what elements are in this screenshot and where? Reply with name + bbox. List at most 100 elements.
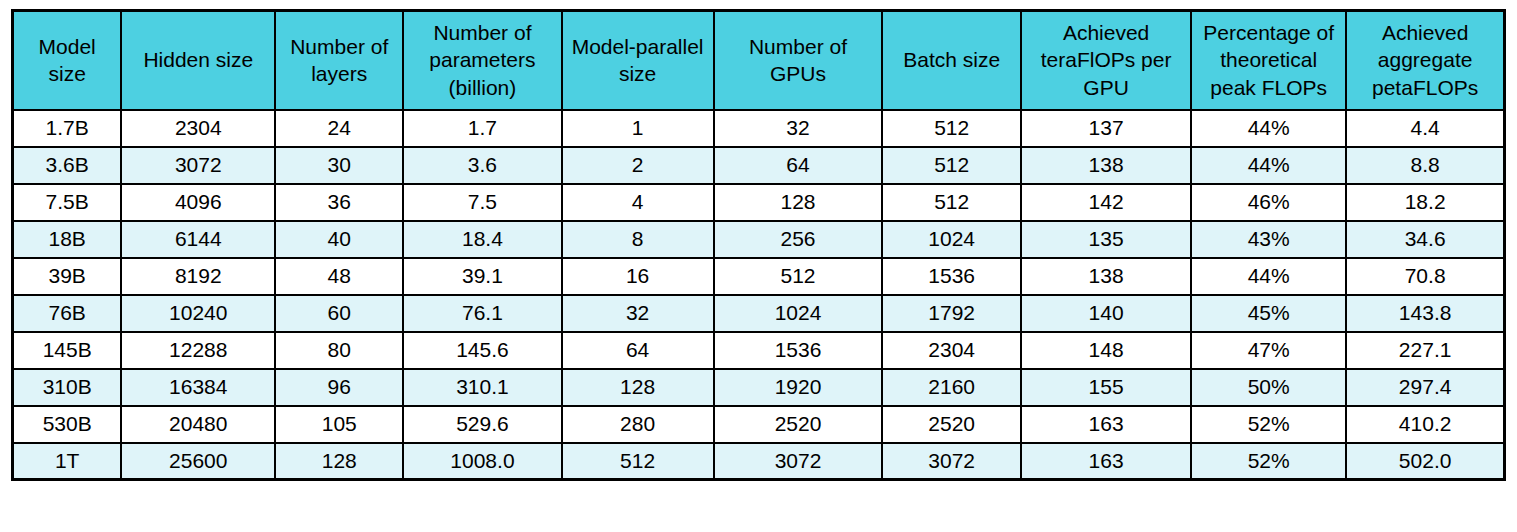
table-cell-number-of-layers: 36 bbox=[275, 184, 403, 221]
page: Model sizeHidden sizeNumber of layersNum… bbox=[0, 0, 1517, 532]
table-header: Model sizeHidden sizeNumber of layersNum… bbox=[13, 11, 1505, 110]
table-cell-batch-size: 1024 bbox=[882, 221, 1021, 258]
table-cell-number-of-layers: 24 bbox=[275, 110, 403, 147]
table-cell-achieved-teraflops-per-gpu: 138 bbox=[1021, 147, 1191, 184]
table-cell-number-of-gpus: 1920 bbox=[714, 369, 883, 406]
table-cell-model-size: 1.7B bbox=[13, 110, 122, 147]
table-cell-number-of-gpus: 3072 bbox=[714, 443, 883, 480]
table-cell-number-of-layers: 48 bbox=[275, 258, 403, 295]
table-cell-number-of-parameters-billion: 76.1 bbox=[403, 295, 561, 332]
table-cell-achieved-teraflops-per-gpu: 155 bbox=[1021, 369, 1191, 406]
header-row: Model sizeHidden sizeNumber of layersNum… bbox=[13, 11, 1505, 110]
table-cell-percentage-of-theoretical-peak-flops: 44% bbox=[1191, 147, 1346, 184]
table-cell-percentage-of-theoretical-peak-flops: 47% bbox=[1191, 332, 1346, 369]
table-cell-model-parallel-size: 8 bbox=[562, 221, 714, 258]
table-cell-model-parallel-size: 32 bbox=[562, 295, 714, 332]
table-cell-achieved-teraflops-per-gpu: 142 bbox=[1021, 184, 1191, 221]
table-cell-number-of-parameters-billion: 3.6 bbox=[403, 147, 561, 184]
column-header-achieved-aggregate-petaflops: Achieved aggregate petaFLOPs bbox=[1346, 11, 1504, 110]
table-cell-number-of-layers: 128 bbox=[275, 443, 403, 480]
column-header-achieved-teraflops-per-gpu: Achieved teraFlOPs per GPU bbox=[1021, 11, 1191, 110]
column-header-number-of-parameters-billion: Number of parameters (billion) bbox=[403, 11, 561, 110]
table-cell-hidden-size: 8192 bbox=[121, 258, 275, 295]
table-cell-percentage-of-theoretical-peak-flops: 46% bbox=[1191, 184, 1346, 221]
table-cell-batch-size: 2520 bbox=[882, 406, 1021, 443]
table-cell-number-of-layers: 105 bbox=[275, 406, 403, 443]
table-row-145b: 145B1228880145.6641536230414847%227.1 bbox=[13, 332, 1505, 369]
table-cell-achieved-teraflops-per-gpu: 148 bbox=[1021, 332, 1191, 369]
column-header-model-size: Model size bbox=[13, 11, 122, 110]
table-cell-model-size: 76B bbox=[13, 295, 122, 332]
table-cell-hidden-size: 3072 bbox=[121, 147, 275, 184]
table-cell-achieved-teraflops-per-gpu: 137 bbox=[1021, 110, 1191, 147]
table-cell-number-of-gpus: 1024 bbox=[714, 295, 883, 332]
table-cell-achieved-aggregate-petaflops: 8.8 bbox=[1346, 147, 1504, 184]
table-cell-number-of-parameters-billion: 1.7 bbox=[403, 110, 561, 147]
table-cell-model-size: 39B bbox=[13, 258, 122, 295]
column-header-number-of-gpus: Number of GPUs bbox=[714, 11, 883, 110]
table-cell-model-size: 530B bbox=[13, 406, 122, 443]
table-cell-batch-size: 3072 bbox=[882, 443, 1021, 480]
table-cell-number-of-parameters-billion: 529.6 bbox=[403, 406, 561, 443]
table-cell-percentage-of-theoretical-peak-flops: 50% bbox=[1191, 369, 1346, 406]
column-header-batch-size: Batch size bbox=[882, 11, 1021, 110]
table-cell-number-of-parameters-billion: 145.6 bbox=[403, 332, 561, 369]
table-cell-number-of-layers: 30 bbox=[275, 147, 403, 184]
table-cell-number-of-parameters-billion: 310.1 bbox=[403, 369, 561, 406]
table-cell-achieved-teraflops-per-gpu: 138 bbox=[1021, 258, 1191, 295]
table-cell-batch-size: 1536 bbox=[882, 258, 1021, 295]
table-cell-model-size: 310B bbox=[13, 369, 122, 406]
table-cell-achieved-teraflops-per-gpu: 163 bbox=[1021, 443, 1191, 480]
table-cell-number-of-layers: 40 bbox=[275, 221, 403, 258]
table-body: 1.7B2304241.713251213744%4.43.6B3072303.… bbox=[13, 110, 1505, 480]
model-scaling-table: Model sizeHidden sizeNumber of layersNum… bbox=[11, 9, 1506, 481]
table-cell-hidden-size: 2304 bbox=[121, 110, 275, 147]
table-cell-number-of-gpus: 32 bbox=[714, 110, 883, 147]
table-cell-percentage-of-theoretical-peak-flops: 52% bbox=[1191, 443, 1346, 480]
table-cell-achieved-aggregate-petaflops: 4.4 bbox=[1346, 110, 1504, 147]
table-cell-hidden-size: 6144 bbox=[121, 221, 275, 258]
table-row-1t: 1T256001281008.05123072307216352%502.0 bbox=[13, 443, 1505, 480]
table-row-39b: 39B81924839.116512153613844%70.8 bbox=[13, 258, 1505, 295]
table-cell-model-size: 3.6B bbox=[13, 147, 122, 184]
table-cell-number-of-gpus: 64 bbox=[714, 147, 883, 184]
table-cell-batch-size: 1792 bbox=[882, 295, 1021, 332]
table-cell-number-of-parameters-billion: 39.1 bbox=[403, 258, 561, 295]
table-container: Model sizeHidden sizeNumber of layersNum… bbox=[0, 0, 1517, 490]
column-header-model-parallel-size: Model-parallel size bbox=[562, 11, 714, 110]
table-cell-number-of-gpus: 1536 bbox=[714, 332, 883, 369]
column-header-percentage-of-theoretical-peak-flops: Percentage of theoretical peak FLOPs bbox=[1191, 11, 1346, 110]
table-cell-batch-size: 2160 bbox=[882, 369, 1021, 406]
table-cell-number-of-layers: 60 bbox=[275, 295, 403, 332]
column-header-number-of-layers: Number of layers bbox=[275, 11, 403, 110]
table-cell-model-parallel-size: 4 bbox=[562, 184, 714, 221]
table-cell-achieved-teraflops-per-gpu: 140 bbox=[1021, 295, 1191, 332]
table-cell-model-size: 7.5B bbox=[13, 184, 122, 221]
table-cell-hidden-size: 20480 bbox=[121, 406, 275, 443]
table-cell-number-of-parameters-billion: 7.5 bbox=[403, 184, 561, 221]
table-row-18b: 18B61444018.48256102413543%34.6 bbox=[13, 221, 1505, 258]
table-cell-batch-size: 512 bbox=[882, 184, 1021, 221]
column-header-hidden-size: Hidden size bbox=[121, 11, 275, 110]
table-cell-achieved-aggregate-petaflops: 227.1 bbox=[1346, 332, 1504, 369]
table-row-76b: 76B102406076.1321024179214045%143.8 bbox=[13, 295, 1505, 332]
table-cell-percentage-of-theoretical-peak-flops: 45% bbox=[1191, 295, 1346, 332]
table-cell-number-of-parameters-billion: 1008.0 bbox=[403, 443, 561, 480]
table-cell-model-parallel-size: 16 bbox=[562, 258, 714, 295]
table-cell-achieved-teraflops-per-gpu: 163 bbox=[1021, 406, 1191, 443]
table-cell-achieved-aggregate-petaflops: 34.6 bbox=[1346, 221, 1504, 258]
table-cell-number-of-gpus: 128 bbox=[714, 184, 883, 221]
table-row-7-5b: 7.5B4096367.5412851214246%18.2 bbox=[13, 184, 1505, 221]
table-cell-hidden-size: 12288 bbox=[121, 332, 275, 369]
table-cell-model-parallel-size: 128 bbox=[562, 369, 714, 406]
table-cell-number-of-gpus: 2520 bbox=[714, 406, 883, 443]
table-cell-achieved-aggregate-petaflops: 410.2 bbox=[1346, 406, 1504, 443]
table-cell-hidden-size: 4096 bbox=[121, 184, 275, 221]
table-cell-percentage-of-theoretical-peak-flops: 44% bbox=[1191, 110, 1346, 147]
table-cell-model-parallel-size: 280 bbox=[562, 406, 714, 443]
table-cell-model-size: 145B bbox=[13, 332, 122, 369]
table-cell-percentage-of-theoretical-peak-flops: 44% bbox=[1191, 258, 1346, 295]
table-cell-model-size: 18B bbox=[13, 221, 122, 258]
table-cell-achieved-aggregate-petaflops: 18.2 bbox=[1346, 184, 1504, 221]
table-cell-batch-size: 512 bbox=[882, 147, 1021, 184]
